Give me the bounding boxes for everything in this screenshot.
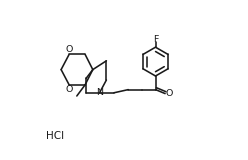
Text: O: O [65,45,73,54]
Text: F: F [153,35,158,44]
Text: O: O [165,89,173,98]
Text: HCl: HCl [46,131,64,141]
Text: O: O [65,85,73,94]
Text: N: N [96,88,103,97]
